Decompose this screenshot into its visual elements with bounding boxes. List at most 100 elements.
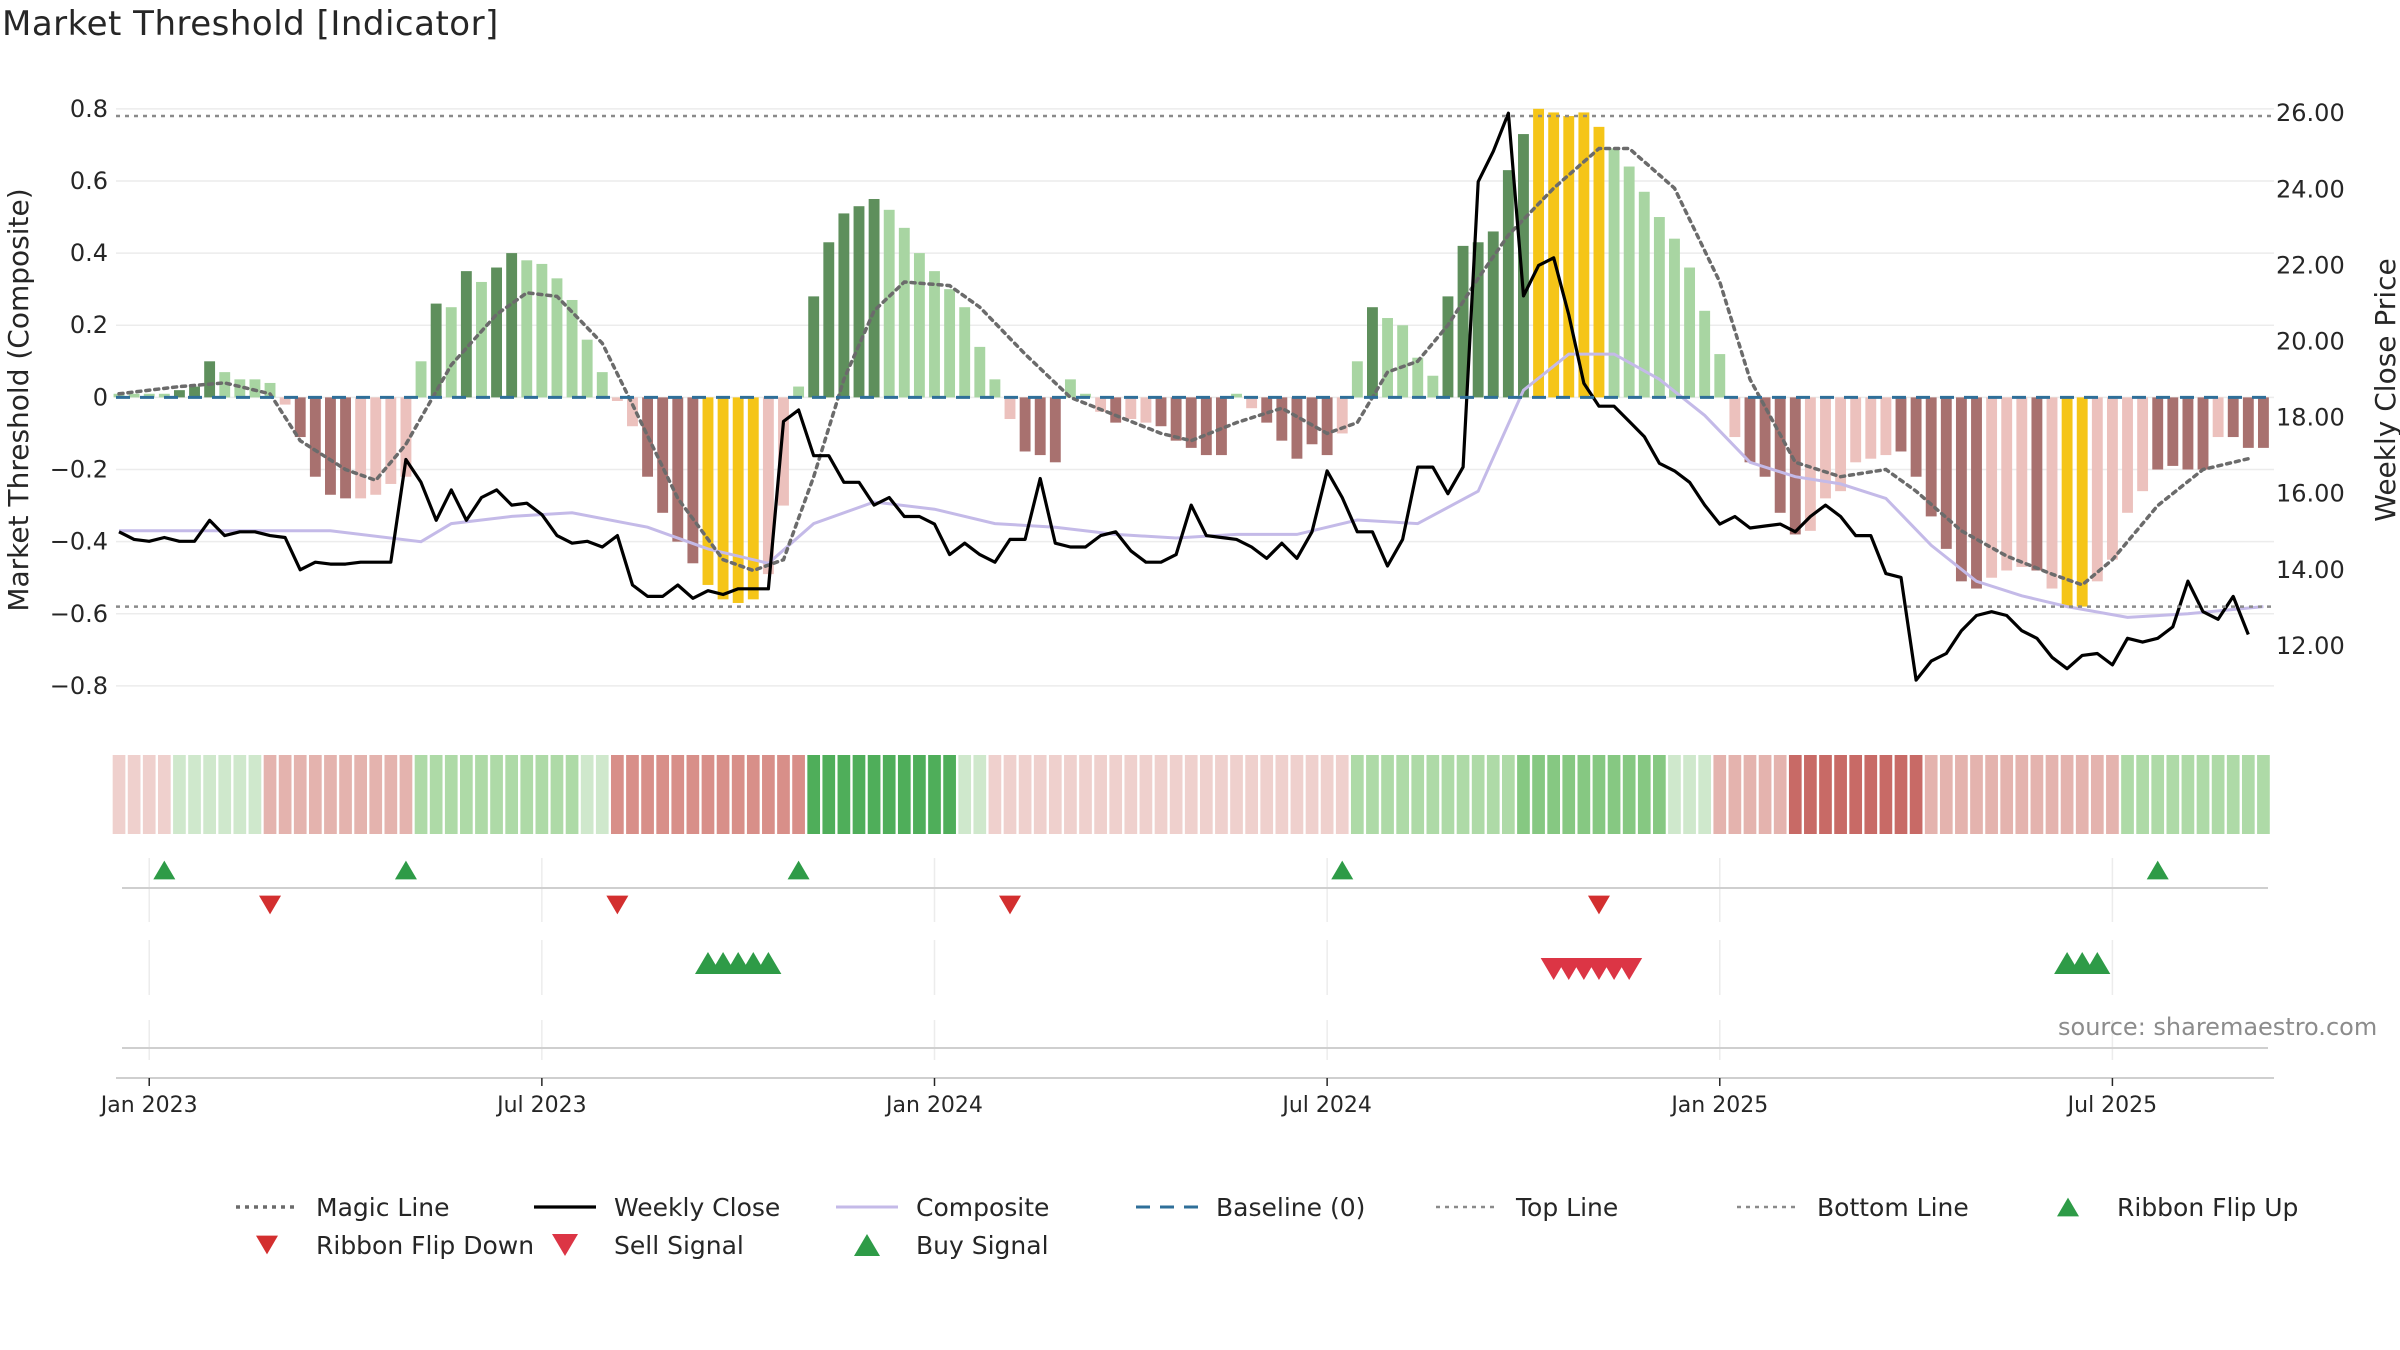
- ribbon-cell: [1471, 755, 1485, 834]
- ribbon-flip-up-marker: [2146, 860, 2169, 880]
- composite-bar: [1684, 267, 1696, 398]
- ribbon-cell: [460, 755, 473, 834]
- ribbon-cell: [1939, 755, 1953, 834]
- composite-bar: [1397, 325, 1409, 398]
- ribbon-cell: [958, 755, 972, 834]
- ribbon-cell: [248, 755, 262, 834]
- composite-bar: [581, 339, 593, 398]
- composite-bar: [611, 397, 623, 401]
- composite-bar: [732, 397, 744, 603]
- ribbon-cell: [1653, 755, 1666, 834]
- ribbon-cell: [822, 755, 836, 834]
- composite-bar: [2137, 397, 2149, 492]
- ribbon-cell: [686, 755, 700, 834]
- ribbon-cell: [535, 755, 549, 834]
- composite-bar: [1638, 191, 1650, 398]
- composite-bar: [1940, 397, 1952, 549]
- composite-bar: [2001, 397, 2013, 571]
- composite-bar: [808, 296, 820, 398]
- ribbon-cell: [897, 755, 911, 834]
- legend-item: Baseline (0): [1132, 1189, 1365, 1225]
- composite-bar: [340, 397, 351, 499]
- composite-bar: [158, 393, 170, 398]
- composite-bar: [249, 379, 261, 398]
- ribbon-cell: [1366, 755, 1379, 834]
- ribbon-cell: [2106, 755, 2119, 834]
- composite-bar: [1215, 397, 1227, 456]
- ribbon-cell: [278, 755, 292, 834]
- composite-bar: [1382, 318, 1393, 398]
- ribbon-cell: [1215, 755, 1228, 834]
- ribbon-cell: [1335, 755, 1349, 834]
- composite-bar: [1110, 397, 1122, 423]
- composite-bar: [204, 361, 216, 398]
- composite-line: [119, 352, 2264, 619]
- ribbon-cell: [2226, 755, 2240, 834]
- composite-bar: [1518, 134, 1529, 398]
- magic-line: [117, 146, 2251, 587]
- ribbon-cell: [1396, 755, 1409, 834]
- ribbon-cell: [852, 755, 866, 834]
- ribbon-cell: [1003, 755, 1017, 834]
- composite-bar: [1925, 397, 1937, 517]
- ribbon-cell: [1955, 755, 1968, 834]
- composite-bar: [778, 397, 789, 506]
- composite-bar: [1095, 397, 1107, 412]
- composite-bar: [1835, 397, 1847, 492]
- ribbon-cell: [1547, 755, 1561, 834]
- composite-bar: [279, 397, 291, 405]
- ribbon-cell: [973, 755, 987, 834]
- y-left-tick-label: 0.2: [70, 311, 108, 339]
- ribbon-cell: [1698, 755, 1712, 834]
- y-right-tick-label: 16.00: [2276, 480, 2345, 508]
- y-left-tick-label: 0.4: [70, 239, 108, 267]
- x-tick-label: Jan 2023: [99, 1093, 198, 1118]
- ribbon-cell: [203, 755, 216, 834]
- composite-bar: [294, 397, 306, 438]
- ribbon-cell: [746, 755, 760, 834]
- ribbon-cell: [1486, 755, 1500, 834]
- composite-bar: [325, 397, 336, 495]
- composite-bar: [883, 209, 895, 398]
- ribbon-cell: [173, 755, 186, 834]
- ribbon-cell: [882, 755, 896, 834]
- ribbon-cell: [1230, 755, 1243, 834]
- composite-bar: [460, 271, 472, 398]
- ribbon-cell: [1064, 755, 1077, 834]
- composite-bars: [113, 108, 2269, 607]
- ribbon-cell: [867, 755, 881, 834]
- composite-bar: [627, 397, 638, 427]
- ribbon-cell: [429, 755, 443, 834]
- ribbon-cell: [1864, 755, 1878, 834]
- ribbon-cell: [1728, 755, 1742, 834]
- series-lines: [117, 111, 2264, 682]
- composite-bar: [2257, 397, 2269, 448]
- ribbon-cell: [520, 755, 534, 834]
- signal-panels: [122, 858, 2268, 1060]
- legend-item: Buy Signal: [832, 1227, 1049, 1263]
- composite-bar: [2167, 397, 2179, 466]
- composite-bar: [657, 397, 669, 513]
- ribbon-cell: [1668, 755, 1681, 834]
- composite-bar: [1367, 307, 1378, 398]
- ribbon-cell: [550, 755, 564, 834]
- ribbon-cell: [611, 755, 624, 834]
- ribbon-cell: [339, 755, 352, 834]
- composite-bar: [1321, 397, 1333, 456]
- ribbon-cell: [2196, 755, 2210, 834]
- ribbon-cell: [384, 755, 398, 834]
- composite-bar: [551, 278, 563, 398]
- ribbon-cell: [1532, 755, 1545, 834]
- grid: [116, 108, 2274, 687]
- ribbon-cell: [1350, 755, 1364, 834]
- ribbon-cell: [2151, 755, 2165, 834]
- composite-bar: [1971, 397, 1982, 589]
- composite-bar: [1442, 296, 1454, 398]
- composite-bar: [536, 263, 548, 398]
- composite-bar: [1578, 112, 1590, 398]
- composite-bar: [853, 206, 865, 398]
- ribbon-cell: [112, 755, 126, 834]
- ribbon-cell: [1245, 755, 1258, 834]
- ribbon-cell: [1849, 755, 1863, 834]
- ribbon-cell: [2060, 755, 2074, 834]
